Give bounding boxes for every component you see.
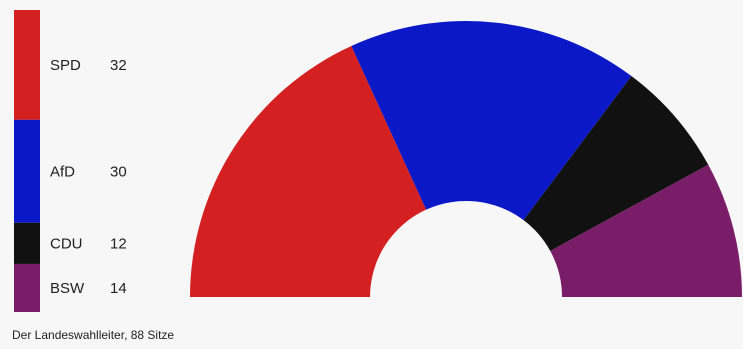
seat-segment-spd: [190, 45, 427, 297]
legend-name-cdu: CDU: [50, 235, 83, 252]
seat-segment-afd: [351, 21, 632, 221]
legend-value-afd: 30: [110, 163, 127, 180]
legend-swatch-bsw: [14, 263, 40, 312]
legend-name-spd: SPD: [50, 57, 81, 74]
seat-segment-bsw: [550, 164, 742, 297]
legend-swatch-afd: [14, 119, 40, 223]
legend-value-cdu: 12: [110, 235, 127, 252]
legend-swatch-spd: [14, 10, 40, 120]
legend-value-bsw: 14: [110, 280, 127, 297]
legend-name-afd: AfD: [50, 163, 75, 180]
legend-value-spd: 32: [110, 57, 127, 74]
legend-name-bsw: BSW: [50, 280, 85, 297]
source-caption: Der Landeswahlleiter, 88 Sitze: [12, 328, 175, 342]
seat-segment-cdu: [523, 76, 709, 251]
legend-swatch-cdu: [14, 222, 40, 264]
